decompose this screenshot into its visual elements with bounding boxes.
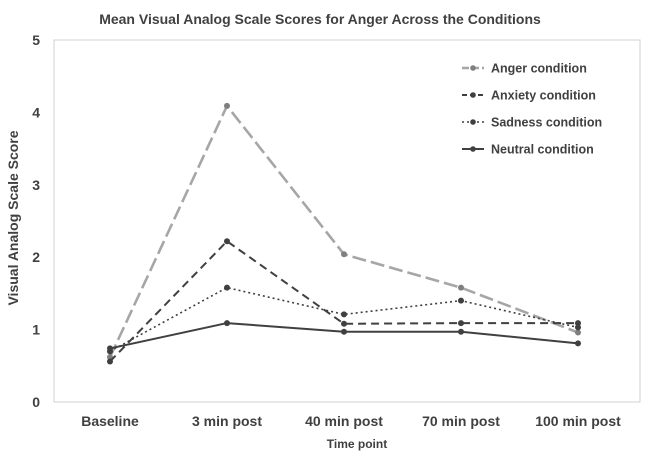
- x-tick-label: 70 min post: [422, 413, 500, 429]
- data-point-neutral-condition: [107, 345, 113, 352]
- legend-marker-anger-condition: [470, 65, 476, 71]
- data-point-anger-condition: [458, 284, 464, 291]
- x-tick-label: 40 min post: [305, 413, 383, 429]
- y-tick-label: 1: [32, 322, 40, 338]
- y-tick-label: 5: [32, 32, 40, 48]
- y-tick-label: 4: [32, 104, 40, 120]
- legend-label-anxiety-condition: Anxiety condition: [491, 89, 596, 103]
- data-point-anxiety-condition: [341, 320, 347, 327]
- legend-marker-sadness-condition: [470, 119, 476, 125]
- y-tick-label: 3: [32, 177, 40, 193]
- x-tick-label: 100 min post: [535, 413, 621, 429]
- y-tick-label: 2: [32, 249, 40, 265]
- data-point-neutral-condition: [224, 320, 230, 327]
- legend-marker-neutral-condition: [470, 146, 476, 152]
- chart-title: Mean Visual Analog Scale Scores for Ange…: [99, 11, 541, 27]
- data-point-sadness-condition: [575, 324, 581, 331]
- data-point-neutral-condition: [341, 328, 347, 335]
- data-point-sadness-condition: [224, 284, 230, 291]
- legend-label-sadness-condition: Sadness condition: [491, 116, 602, 130]
- y-tick-label: 0: [32, 394, 40, 410]
- legend-marker-anxiety-condition: [470, 92, 476, 98]
- data-point-anxiety-condition: [107, 358, 113, 365]
- data-point-anxiety-condition: [575, 320, 581, 327]
- data-point-anxiety-condition: [458, 320, 464, 327]
- legend-label-neutral-condition: Neutral condition: [491, 143, 594, 157]
- x-tick-label: 3 min post: [192, 413, 262, 429]
- series-line-neutral-condition: [109, 322, 579, 350]
- plot-area-border: [53, 39, 641, 403]
- series-line-sadness-condition: [109, 286, 579, 353]
- data-point-neutral-condition: [575, 340, 581, 347]
- data-point-neutral-condition: [458, 328, 464, 335]
- data-point-sadness-condition: [458, 297, 464, 304]
- data-point-sadness-condition: [341, 311, 347, 318]
- data-point-anger-condition: [341, 251, 347, 258]
- data-point-anxiety-condition: [224, 238, 230, 245]
- series-line-anxiety-condition: [109, 240, 578, 363]
- data-point-anger-condition: [224, 102, 230, 109]
- legend-label-anger-condition: Anger condition: [491, 62, 587, 76]
- x-axis-label: Time point: [327, 437, 387, 451]
- y-axis-label: Visual Analog Scale Score: [5, 130, 21, 305]
- data-point-anger-condition: [575, 329, 581, 336]
- x-tick-label: Baseline: [81, 413, 139, 429]
